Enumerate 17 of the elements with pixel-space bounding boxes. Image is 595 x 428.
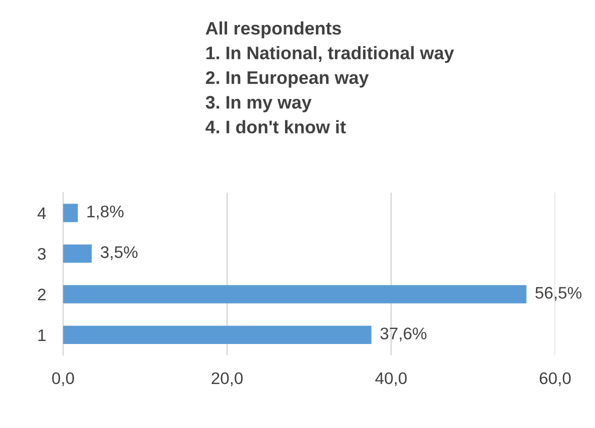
- data-label: 1,8%: [87, 206, 124, 220]
- x-tick-label: 40,0: [375, 372, 407, 386]
- bar: [63, 204, 78, 222]
- y-tick-label: 4: [38, 208, 46, 219]
- x-tick-label: 0,0: [52, 372, 74, 386]
- bar: [63, 326, 372, 344]
- y-tick-label: 3: [38, 248, 46, 260]
- data-label: 56,5%: [535, 286, 582, 301]
- y-tick-label: 2: [38, 288, 46, 300]
- chart-title: All respondents 1. In National, traditional way 2. In European way 3. In my way 4. I don't know it: [206, 21, 454, 134]
- x-tick-label: 60,0: [540, 372, 571, 386]
- data-label: 3,5%: [100, 246, 138, 260]
- x-tick-label: 20,0: [212, 372, 243, 386]
- data-label: 37,6%: [380, 328, 426, 342]
- bar: [63, 244, 92, 263]
- bar: [63, 285, 526, 304]
- y-tick-label: 1: [38, 329, 46, 341]
